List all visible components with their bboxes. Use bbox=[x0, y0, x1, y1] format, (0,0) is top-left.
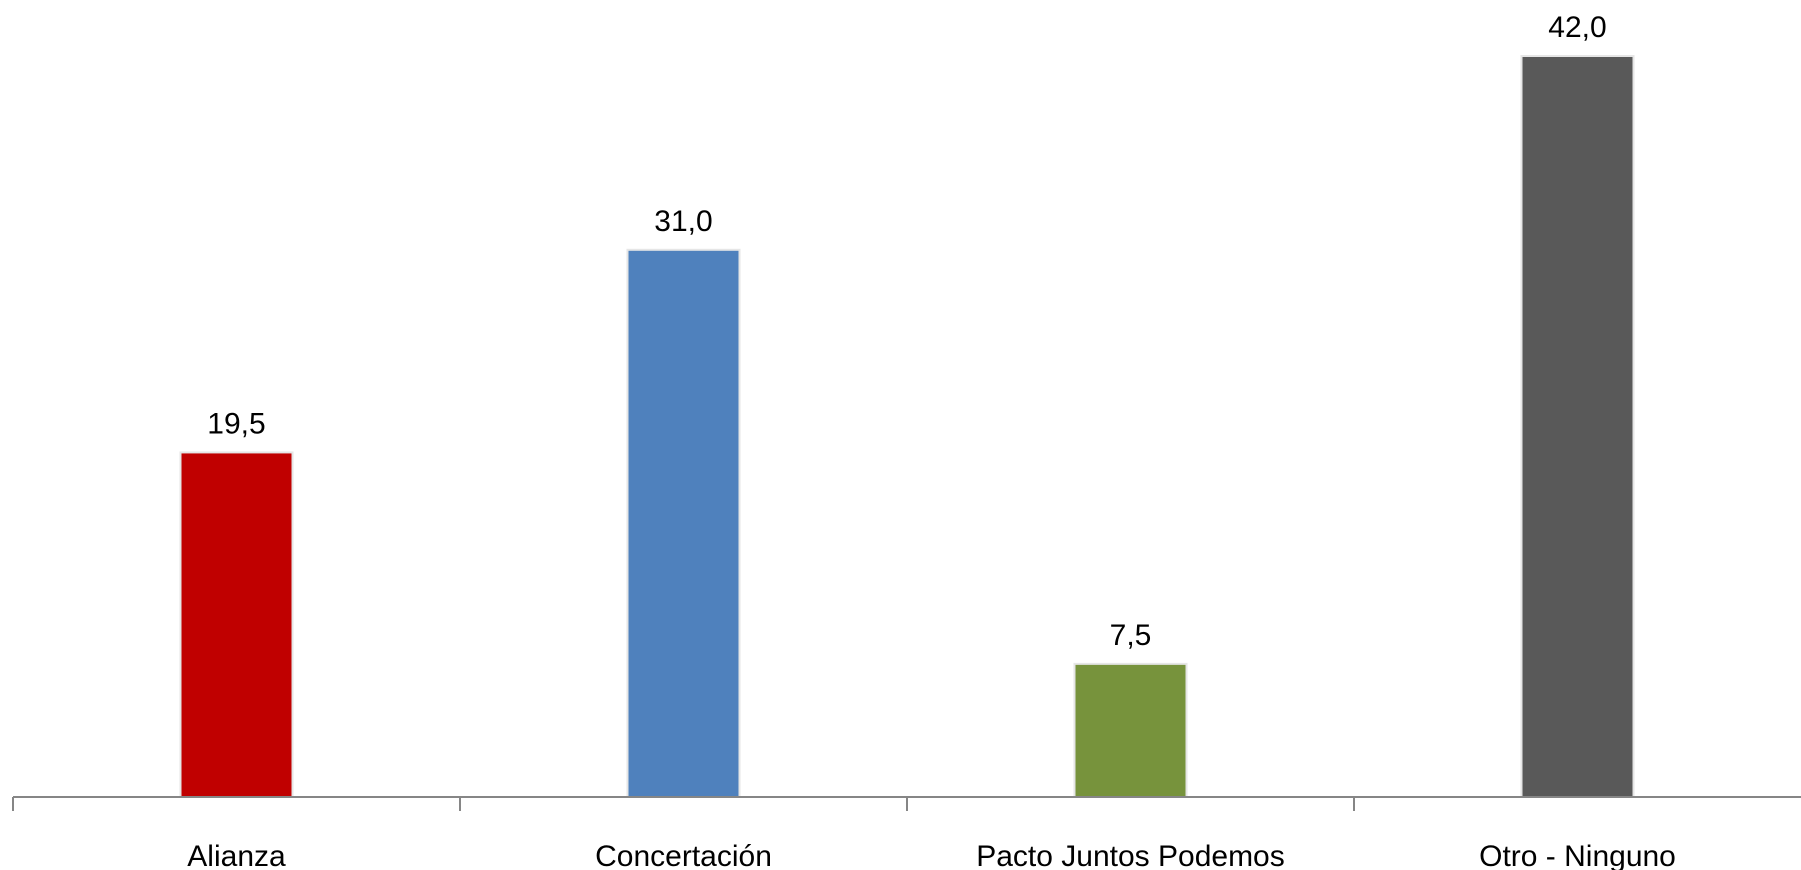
data-label-3: 7,5 bbox=[1110, 619, 1152, 652]
data-label-2: 31,0 bbox=[654, 205, 712, 238]
x-tick-label-2: Concertación bbox=[595, 840, 772, 870]
data-label-4: 42,0 bbox=[1548, 11, 1606, 44]
data-label-1: 19,5 bbox=[207, 407, 265, 440]
x-axis bbox=[12, 796, 1801, 811]
bar-3 bbox=[1075, 664, 1186, 797]
x-tick-labels-group: Alianza Concertación Pacto Juntos Podemos O… bbox=[187, 840, 1676, 870]
x-tick-label-1: Alianza bbox=[187, 840, 286, 870]
x-tick-label-4: Otro - Ninguno bbox=[1479, 840, 1676, 870]
bar-1 bbox=[181, 453, 292, 797]
bar-2 bbox=[628, 250, 739, 798]
x-tick-label-3: Pacto Juntos Podemos bbox=[976, 840, 1285, 870]
bars-group bbox=[179, 55, 1635, 798]
value-labels-group: 19,5 31,0 7,5 42,0 bbox=[207, 11, 1606, 652]
bar-4 bbox=[1522, 57, 1633, 797]
